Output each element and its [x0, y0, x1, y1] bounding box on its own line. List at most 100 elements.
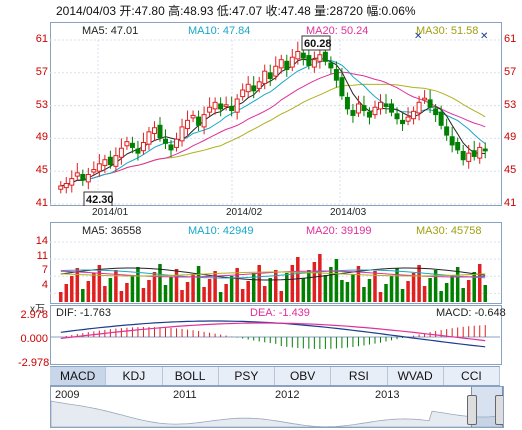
- candle-body-29: [218, 103, 224, 110]
- vol-tick-2: 7: [41, 264, 48, 277]
- candle-body-44: [300, 52, 306, 59]
- tab-rsi[interactable]: RSI: [331, 367, 388, 385]
- nav-year-2013: 2013: [375, 389, 400, 401]
- candle-body-47: [317, 54, 323, 62]
- price-right-tick-4: 45: [504, 164, 517, 177]
- candle-body-46: [311, 59, 317, 68]
- volume-bar-53: [351, 274, 355, 302]
- price-tick-5: 41: [35, 197, 48, 209]
- volume-bar-23: [185, 282, 190, 302]
- volume-bar-24: [191, 274, 195, 302]
- high-marker: 60.28: [304, 38, 332, 50]
- tab-boll[interactable]: BOLL: [163, 367, 219, 385]
- vol-ma5-label: MA5: 36558: [82, 225, 142, 237]
- candle-body-41: [284, 60, 290, 71]
- navigator-history-area: [51, 400, 502, 427]
- tab-wvad[interactable]: WVAD: [388, 367, 444, 385]
- macd-tick-2: -2.978: [18, 357, 50, 369]
- candle-body-19: [163, 138, 168, 144]
- navigator-right-handle[interactable]: [495, 395, 503, 425]
- price-panel[interactable]: [50, 22, 502, 206]
- volume-bar-65: [417, 265, 421, 302]
- candle-body-6: [91, 169, 97, 173]
- tab-macd[interactable]: MACD: [50, 367, 107, 385]
- tab-cci[interactable]: CCI: [444, 367, 500, 385]
- candle-body-76: [477, 146, 483, 159]
- candle-body-70: [444, 126, 450, 136]
- volume-bar-36: [257, 265, 261, 302]
- price-right-tick-5: 41: [504, 197, 517, 209]
- candle-body-28: [212, 101, 218, 110]
- candle-body-31: [229, 105, 235, 112]
- volume-bar-39: [274, 270, 278, 302]
- candle-body-53: [350, 110, 356, 116]
- candle-body-18: [157, 124, 163, 139]
- price-tick-0: 61: [35, 33, 48, 45]
- volume-bar-58: [378, 292, 383, 302]
- volume-bar-64: [411, 273, 416, 302]
- volume-bar-19: [163, 285, 168, 302]
- candle-body-48: [322, 51, 328, 62]
- candle-body-26: [201, 114, 207, 128]
- candle-body-43: [295, 50, 301, 60]
- tab-obv[interactable]: OBV: [275, 367, 332, 385]
- volume-bar-20: [169, 277, 173, 302]
- volume-bar-69: [439, 291, 443, 302]
- macd-panel[interactable]: [50, 305, 502, 365]
- range-navigator[interactable]: 2009 2011 2012 2013: [50, 386, 504, 428]
- volume-bar-21: [174, 269, 179, 302]
- volume-bar-16: [147, 280, 151, 302]
- volume-bar-44: [301, 278, 306, 302]
- candle-body-62: [400, 119, 406, 125]
- volume-bar-29: [218, 292, 223, 302]
- tab-kdj[interactable]: KDJ: [106, 367, 163, 385]
- candle-body-14: [135, 148, 141, 154]
- price-right-tick-2: 53: [504, 98, 517, 111]
- volume-chart: [50, 241, 500, 302]
- volume-bar-52: [345, 282, 350, 302]
- price-tick-1: 57: [35, 65, 48, 78]
- candle-body-8: [102, 159, 108, 166]
- ma30-label: MA30: 51.58: [416, 25, 479, 37]
- candle-body-77: [482, 148, 488, 152]
- candle-body-45: [306, 55, 312, 66]
- tab-psy[interactable]: PSY: [219, 367, 275, 385]
- navigator-left-handle[interactable]: [467, 395, 477, 425]
- volume-bar-34: [246, 281, 250, 302]
- volume-bar-31: [229, 276, 234, 302]
- volume-bar-13: [130, 275, 135, 302]
- price-tick-4: 45: [35, 164, 48, 177]
- volume-bar-3: [75, 268, 80, 302]
- candle-body-52: [344, 96, 350, 110]
- candle-body-22: [179, 126, 185, 142]
- candle-body-35: [251, 85, 257, 92]
- volume-bar-25: [196, 266, 201, 302]
- candle-body-67: [427, 99, 433, 108]
- volume-unit: x万: [30, 304, 45, 315]
- volume-bar-47: [318, 254, 322, 302]
- volume-bar-63: [406, 281, 410, 302]
- volume-bar-12: [125, 283, 129, 302]
- vol-tick-3: 4: [41, 279, 48, 291]
- candle-body-36: [256, 81, 262, 89]
- candle-body-57: [372, 106, 378, 116]
- volume-bar-10: [114, 270, 118, 302]
- low-marker: 42.30: [86, 194, 114, 206]
- candle-body-20: [168, 144, 174, 151]
- candle-body-74: [466, 152, 472, 162]
- volume-bar-38: [268, 278, 272, 302]
- volume-bar-77: [483, 285, 487, 302]
- candle-body-10: [113, 155, 119, 167]
- volume-bar-7: [97, 265, 102, 302]
- candle-body-3: [74, 172, 80, 177]
- volume-bar-26: [202, 287, 206, 302]
- candle-body-13: [129, 142, 135, 148]
- volume-bar-43: [296, 257, 300, 302]
- candle-body-59: [383, 103, 389, 107]
- volume-bar-41: [285, 273, 289, 302]
- volume-bar-35: [251, 273, 256, 302]
- volume-bar-18: [158, 264, 162, 302]
- volume-bar-74: [466, 280, 471, 302]
- volume-bar-62: [400, 289, 405, 302]
- nav-year-2012: 2012: [275, 389, 300, 401]
